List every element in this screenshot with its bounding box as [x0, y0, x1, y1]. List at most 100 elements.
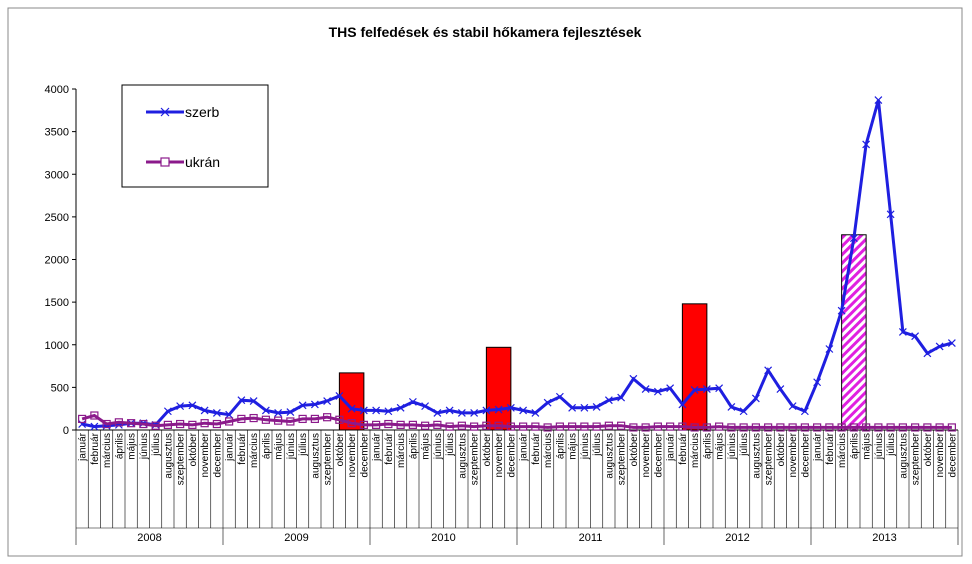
- x-tick-label: október: [629, 432, 640, 466]
- x-tick-label: december: [212, 432, 223, 477]
- x-tick-label: január: [666, 432, 677, 461]
- marker: [323, 413, 332, 422]
- x-tick-label: április: [849, 433, 860, 459]
- marker: [715, 384, 724, 393]
- x-tick-label: december: [359, 432, 370, 477]
- marker: [298, 414, 307, 424]
- x-tick-label: július: [739, 433, 750, 457]
- legend-label: ukrán: [185, 154, 220, 170]
- y-tick-label: 0: [63, 425, 69, 437]
- x-tick-label: március: [102, 433, 113, 468]
- marker: [617, 393, 626, 402]
- marker: [947, 423, 956, 432]
- marker: [445, 422, 454, 431]
- marker: [739, 407, 748, 416]
- marker: [898, 328, 907, 336]
- year-label: 2011: [579, 532, 603, 544]
- marker: [678, 400, 687, 409]
- marker: [555, 392, 564, 401]
- x-tick-label: február: [825, 432, 836, 464]
- x-tick-label: június: [286, 433, 297, 460]
- marker: [176, 402, 185, 411]
- year-label: 2009: [284, 532, 308, 544]
- marker: [837, 306, 846, 315]
- marker: [935, 342, 944, 351]
- x-tick-label: május: [421, 433, 432, 460]
- x-tick-label: augusztus: [310, 433, 321, 479]
- marker: [813, 378, 822, 387]
- x-tick-label: szeptember: [323, 432, 334, 485]
- x-tick-label: szeptember: [470, 432, 481, 485]
- marker: [212, 419, 221, 429]
- x-tick-label: október: [776, 432, 787, 466]
- marker: [592, 403, 601, 411]
- marker: [494, 421, 503, 430]
- x-tick-label: május: [715, 433, 726, 460]
- year-label: 2013: [872, 532, 896, 544]
- marker: [445, 406, 454, 415]
- marker: [862, 423, 871, 432]
- marker: [580, 422, 589, 431]
- marker: [188, 401, 197, 410]
- marker: [568, 403, 577, 412]
- x-tick-label: július: [445, 433, 456, 457]
- marker: [200, 406, 209, 415]
- marker: [408, 397, 417, 406]
- marker: [274, 409, 283, 417]
- x-tick-label: szeptember: [617, 432, 628, 485]
- marker: [874, 423, 883, 432]
- x-tick-label: október: [923, 432, 934, 466]
- marker: [837, 423, 846, 432]
- marker: [776, 423, 785, 432]
- x-tick-label: március: [543, 433, 554, 468]
- legend-marker: [160, 157, 170, 167]
- marker: [690, 386, 699, 394]
- x-tick-label: július: [298, 433, 309, 457]
- marker: [543, 423, 552, 432]
- marker: [127, 419, 136, 428]
- x-tick-label: november: [641, 432, 652, 477]
- marker: [347, 419, 356, 428]
- marker: [506, 403, 515, 412]
- marker: [200, 419, 209, 428]
- marker: [90, 422, 99, 431]
- bar: [681, 303, 708, 431]
- marker: [335, 391, 344, 400]
- x-tick-label: február: [384, 432, 395, 464]
- marker: [947, 339, 956, 347]
- marker: [923, 423, 932, 432]
- legend-label: szerb: [185, 104, 219, 120]
- marker: [825, 345, 834, 353]
- marker: [604, 396, 613, 405]
- year-label: 2012: [725, 532, 749, 544]
- marker: [372, 406, 381, 415]
- marker: [678, 422, 687, 431]
- x-tick-label: február: [90, 432, 101, 464]
- legend-marker: [160, 107, 170, 117]
- marker: [274, 416, 283, 425]
- x-tick-label: május: [127, 433, 138, 460]
- marker: [212, 409, 221, 417]
- marker: [727, 403, 736, 411]
- x-tick-label: október: [188, 432, 199, 466]
- x-tick-label: január: [813, 432, 824, 461]
- marker: [237, 396, 246, 405]
- marker: [898, 423, 907, 432]
- marker: [641, 423, 650, 432]
- y-tick-label: 4000: [45, 84, 69, 96]
- marker: [310, 400, 319, 409]
- x-tick-label: május: [862, 433, 873, 460]
- marker: [347, 404, 356, 413]
- marker: [751, 394, 760, 403]
- marker: [715, 422, 724, 431]
- series-line: [81, 413, 952, 429]
- marker: [629, 374, 638, 383]
- x-tick-label: augusztus: [751, 433, 762, 479]
- x-tick-label: január: [519, 432, 530, 461]
- x-tick-label: március: [837, 433, 848, 468]
- x-tick-label: március: [690, 433, 701, 468]
- x-tick-label: március: [396, 433, 407, 468]
- marker: [923, 349, 932, 358]
- x-tick-label: július: [151, 433, 162, 457]
